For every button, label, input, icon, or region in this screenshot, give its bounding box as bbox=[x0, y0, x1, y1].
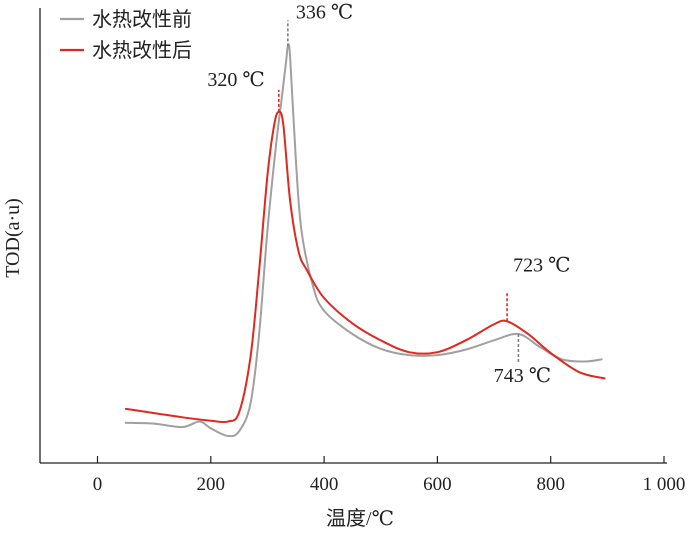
annotation-label: 320 ℃ bbox=[207, 69, 264, 91]
series-line-1 bbox=[124, 43, 603, 438]
x-tick-label: 400 bbox=[310, 474, 339, 495]
annotation-label: 723 ℃ bbox=[513, 254, 570, 276]
annotations: 336 ℃ 320 ℃ 723 ℃ 743 ℃ bbox=[207, 1, 570, 387]
x-tick-label: 0 bbox=[93, 474, 103, 495]
legend-label: 水热改性前 bbox=[92, 8, 192, 31]
annotation-label: 336 ℃ bbox=[296, 1, 353, 23]
series-line-2 bbox=[124, 110, 606, 424]
plot-frame bbox=[39, 8, 667, 464]
x-tick-label: 200 bbox=[197, 474, 226, 495]
x-axis-ticks: 0 200 400 600 800 1 000 bbox=[93, 456, 686, 495]
x-tick-label: 600 bbox=[423, 474, 452, 495]
series-layer bbox=[124, 43, 606, 438]
x-tick-label: 800 bbox=[536, 474, 565, 495]
x-tick-label: 1 000 bbox=[643, 474, 686, 495]
legend-label: 水热改性后 bbox=[92, 39, 192, 62]
y-axis-label: TOD(a·u) bbox=[2, 198, 24, 278]
annotation-label: 743 ℃ bbox=[494, 365, 551, 387]
x-axis-label: 温度/℃ bbox=[326, 507, 394, 530]
